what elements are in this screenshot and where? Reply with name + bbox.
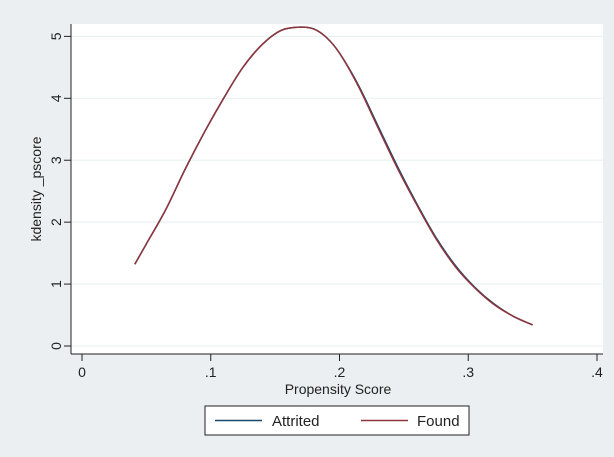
series-line-found: [134, 26, 533, 326]
y-axis: 0 1 2 3 4 5: [48, 24, 72, 354]
legend: Attrited Found: [204, 405, 470, 436]
y-tick-label: 1: [48, 280, 64, 288]
legend-label-attrited: Attrited: [272, 413, 320, 430]
x-axis-title: Propensity Score: [285, 381, 392, 397]
series-lines: [134, 26, 533, 326]
y-axis-title: kdensity _pscore: [28, 136, 44, 241]
x-tick-label: 0: [78, 364, 86, 380]
plot-area: [71, 24, 603, 354]
y-tick-label: 0: [48, 342, 64, 350]
x-tick-label: .4: [591, 364, 603, 380]
y-tick-label: 5: [48, 32, 64, 40]
x-axis: 0 .1 .2 .3 .4: [71, 353, 603, 380]
x-tick-label: .1: [205, 364, 217, 380]
legend-label-found: Found: [417, 413, 460, 430]
x-tick-label: .2: [334, 364, 346, 380]
y-tick-label: 4: [48, 94, 64, 102]
y-tick-label: 3: [48, 156, 64, 164]
x-tick-label: .3: [462, 364, 474, 380]
y-tick-label: 2: [48, 218, 64, 226]
